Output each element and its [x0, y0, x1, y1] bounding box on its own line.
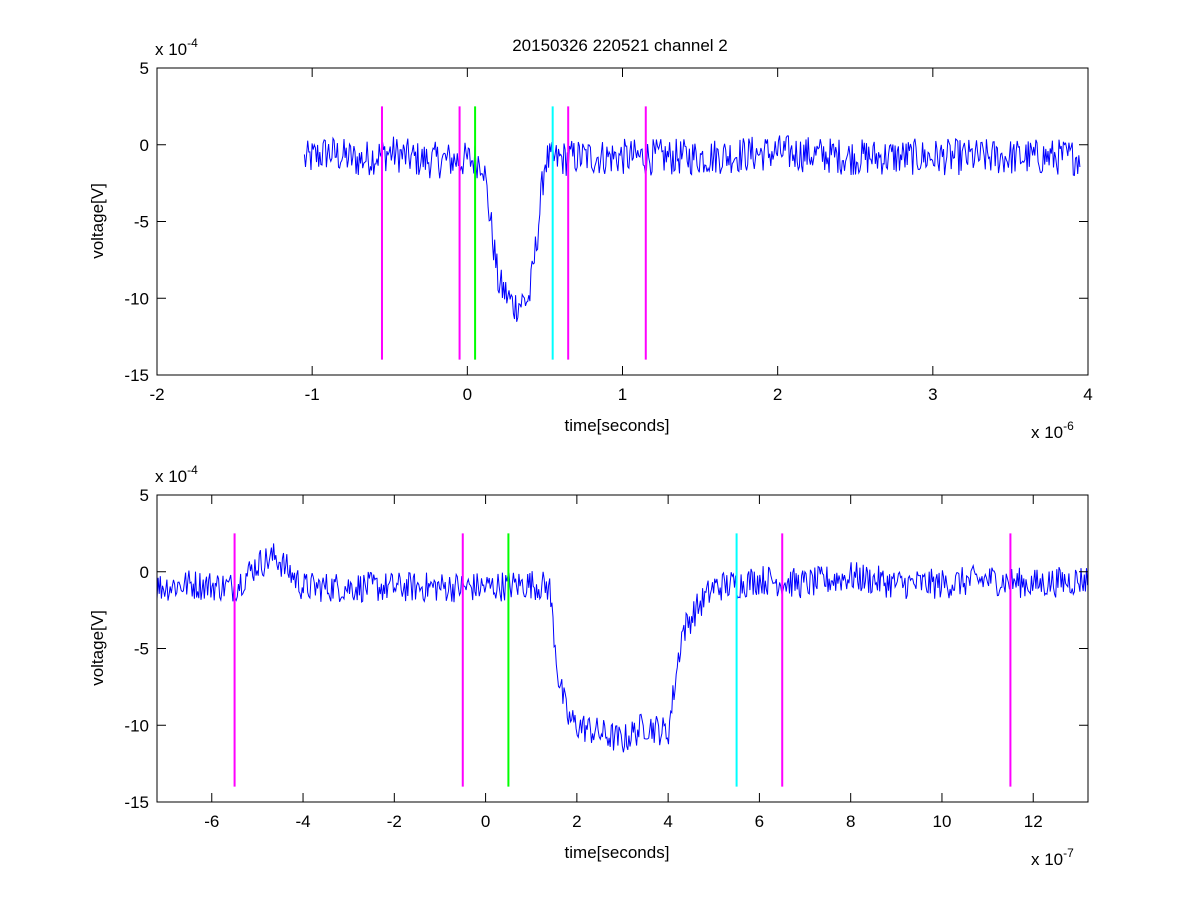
bottom-y-tick-label: -15 [124, 793, 149, 812]
bottom-x-tick-label: 8 [846, 812, 855, 831]
top-y-tick-label: 0 [140, 136, 149, 155]
bottom-x-tick-label: 2 [572, 812, 581, 831]
bottom-x-tick-label: 10 [932, 812, 951, 831]
bottom-plot-axes-frame [156, 494, 1089, 803]
top-plot-axes-frame [156, 67, 1089, 376]
top-x-axis-label: time[seconds] [565, 416, 670, 435]
top-y-multiplier: x 10-4 [155, 36, 198, 59]
bottom-x-tick-label: -2 [387, 812, 402, 831]
bottom-y-multiplier: x 10-4 [155, 463, 198, 486]
bottom-x-tick-label: -4 [295, 812, 310, 831]
bottom-y-axis-label: voltage[V] [88, 610, 107, 686]
bottom-x-axis-label: time[seconds] [565, 843, 670, 862]
bottom-x-multiplier: x 10-7 [1031, 846, 1074, 869]
bottom-signal-trace [156, 543, 1089, 753]
top-x-tick-label: 2 [773, 385, 782, 404]
top-y-tick-label: 5 [140, 59, 149, 78]
top-plot: -2 -1 0 1 2 3 450-5-10-15 time[seconds] voltag… [88, 36, 1093, 442]
top-y-tick-label: -15 [124, 366, 149, 385]
bottom-y-tick-label: -5 [134, 640, 149, 659]
bottom-y-tick-label: -10 [124, 716, 149, 735]
top-y-tick-label: -10 [124, 289, 149, 308]
top-x-tick-label: 3 [928, 385, 937, 404]
bottom-y-tick-label: 5 [140, 486, 149, 505]
top-y-axis-label: voltage[V] [88, 183, 107, 259]
top-x-tick-label: -1 [305, 385, 320, 404]
bottom-x-tick-label: 12 [1024, 812, 1043, 831]
top-x-tick-label: 4 [1083, 385, 1092, 404]
bottom-x-tick-label: 4 [663, 812, 672, 831]
bottom-x-tick-label: 0 [481, 812, 490, 831]
bottom-y-tick-label: 0 [140, 563, 149, 582]
top-x-tick-label: -2 [149, 385, 164, 404]
top-x-multiplier: x 10-6 [1031, 419, 1074, 442]
bottom-x-tick-label: -6 [204, 812, 219, 831]
top-x-tick-label: 0 [463, 385, 472, 404]
figure-title: 20150326 220521 channel 2 [512, 36, 728, 55]
bottom-x-tick-label: 6 [755, 812, 764, 831]
top-x-tick-label: 1 [618, 385, 627, 404]
top-y-tick-label: -5 [134, 213, 149, 232]
top-signal-trace [303, 135, 1081, 322]
